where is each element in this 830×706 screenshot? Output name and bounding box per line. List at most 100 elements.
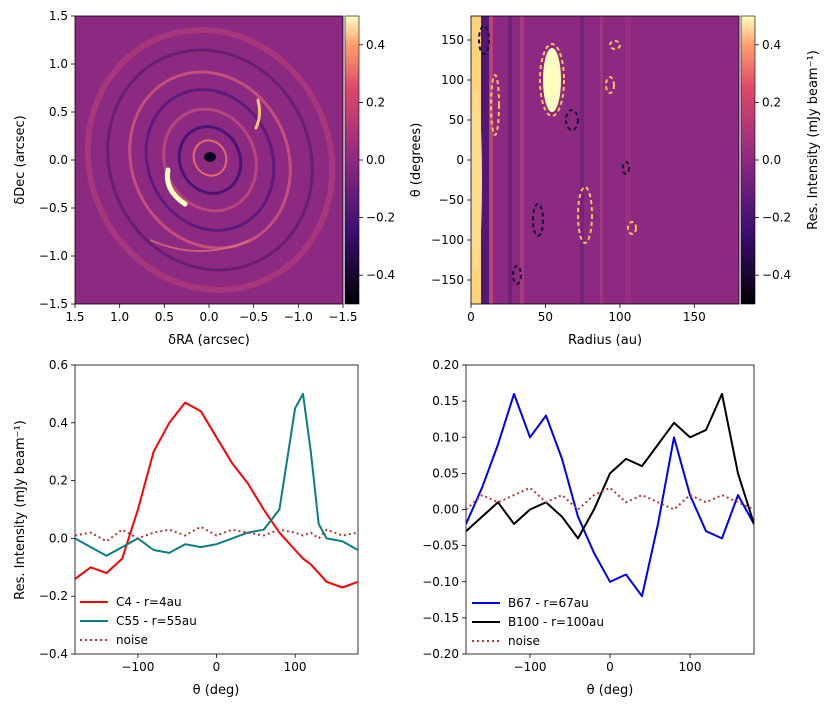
polar-ytick-label: −150 xyxy=(431,273,464,287)
polar-axes: 0 50 100 150 150 100 50 0 −50 −100 −150 xyxy=(431,33,706,324)
profiles-b-xtick-label: 0 xyxy=(606,660,614,674)
profiles-b-ytick-label: −0.20 xyxy=(422,647,459,661)
map-cbar-tick-label: 0.2 xyxy=(366,95,385,109)
polar-xtick-label: 150 xyxy=(683,310,706,324)
map-cbar-tick-label: 0.0 xyxy=(366,153,385,167)
map-ytick-label: −1.5 xyxy=(39,297,68,311)
polar-background xyxy=(471,16,739,304)
polar-colorbar-ticks: 0.4 0.2 0.0 −0.2 −0.4 xyxy=(755,38,791,282)
map-colorbar-ticks: 0.4 0.2 0.0 −0.2 −0.4 xyxy=(359,38,395,282)
polar-xtick-label: 100 xyxy=(608,310,631,324)
polar-cbar-tick-label: −0.4 xyxy=(762,268,791,282)
profiles-b-legend-label: B100 - r=100au xyxy=(508,615,604,629)
map-cbar-tick-label: 0.4 xyxy=(366,38,385,52)
map-ylabel: δDec (arcsec) xyxy=(13,115,28,204)
map-xtick-label: 0.5 xyxy=(155,310,174,324)
profiles-b-xlabel: θ (deg) xyxy=(587,683,634,698)
profiles-c-ytick-label: 0.6 xyxy=(49,358,68,372)
map-cbar-tick-label: −0.4 xyxy=(366,268,395,282)
map-xlabel: δRA (arcsec) xyxy=(168,333,250,348)
map-xtick-label: −1.5 xyxy=(328,310,357,324)
profiles-c-ytick-label: 0.0 xyxy=(49,531,68,545)
profiles-b-axes: −100 0 100 0.20 0.15 0.10 0.05 0.00 −0.05 −0.10 −0… xyxy=(422,358,701,674)
map-center-dark xyxy=(204,152,216,162)
map-axes: 1.5 1.0 0.5 0.0 −0.5 −1.0 −1.5 −1.5 −1.0 −0.5 0.0 0… xyxy=(39,9,358,324)
polar-cbar-tick-label: −0.2 xyxy=(762,211,791,225)
polar-colorbar xyxy=(740,15,756,305)
profiles-c-series-0-line xyxy=(75,401,358,589)
polar-ytick-label: 150 xyxy=(441,33,464,47)
polar-ytick-label: −50 xyxy=(439,193,464,207)
profiles-c-xtick-label: 0 xyxy=(213,660,221,674)
polar-xtick-label: 50 xyxy=(538,310,553,324)
map-ytick-label: 1.5 xyxy=(49,9,68,23)
profiles-b-panel: −100 0 100 0.20 0.15 0.10 0.05 0.00 −0.05 −0.10 −0… xyxy=(422,358,755,698)
profiles-b-legend-label: B67 - r=67au xyxy=(508,596,589,610)
profiles-c-legend-label: C4 - r=4au xyxy=(116,595,182,609)
map-ytick-label: −0.5 xyxy=(39,201,68,215)
polar-cbar-tick-label: 0.2 xyxy=(762,95,781,109)
map-ytick-label: 1.0 xyxy=(49,57,68,71)
profiles-c-legend-label: noise xyxy=(116,633,148,647)
profiles-b-ytick-label: 0.20 xyxy=(432,358,459,372)
profiles-c-ylabel: Res. Intensity (mJy beam⁻¹) xyxy=(13,420,28,600)
profiles-c-axes: −100 0 100 0.6 0.4 0.2 0.0 −0.2 −0.4 xyxy=(39,358,307,674)
profiles-b-ytick-label: 0.05 xyxy=(432,466,459,480)
profiles-c-ytick-label: 0.4 xyxy=(49,416,68,430)
polar-panel: 0 50 100 150 150 100 50 0 −50 −100 −150 Radius (au… xyxy=(409,15,821,348)
profiles-c-series-2-line xyxy=(75,525,358,543)
profiles-b-ytick-label: 0.00 xyxy=(432,503,459,517)
polar-bright-blob xyxy=(543,48,561,112)
polar-xlabel: Radius (au) xyxy=(568,333,642,348)
profiles-c-ytick-label: −0.4 xyxy=(39,647,68,661)
polar-ytick-label: 100 xyxy=(441,73,464,87)
polar-ylabel: θ (degrees) xyxy=(409,123,424,198)
profiles-b-series-1-line xyxy=(466,392,754,540)
map-xtick-label: 1.5 xyxy=(65,310,84,324)
profiles-b-series-2-line xyxy=(466,486,754,511)
polar-cbar-tick-label: 0.4 xyxy=(762,38,781,52)
profiles-b-frame xyxy=(465,364,755,655)
profiles-b-xtick-label: 100 xyxy=(679,660,702,674)
profiles-b-series-0-line xyxy=(466,392,754,598)
map-xtick-label: 1.0 xyxy=(110,310,129,324)
profiles-b-ytick-label: −0.15 xyxy=(422,611,459,625)
polar-ytick-label: −100 xyxy=(431,233,464,247)
map-ytick-label: 0.5 xyxy=(49,105,68,119)
polar-ytick-label: 50 xyxy=(449,113,464,127)
map-cbar-tick-label: −0.2 xyxy=(366,211,395,225)
profiles-c-series-1-line xyxy=(75,392,358,557)
map-colorbar xyxy=(344,15,360,305)
profiles-c-xtick-label: 100 xyxy=(284,660,307,674)
profiles-c-xlabel: θ (deg) xyxy=(193,683,240,698)
profiles-c-legend: C4 - r=4au C55 - r=55au noise xyxy=(80,595,197,647)
profiles-c-ytick-label: 0.2 xyxy=(49,474,68,488)
profiles-c-ytick-label: −0.2 xyxy=(39,589,68,603)
profiles-b-xtick-label: −100 xyxy=(514,660,547,674)
profiles-b-ytick-label: 0.15 xyxy=(432,394,459,408)
polar-colorbar-label: Res. Intensity (mJy beam⁻¹) xyxy=(806,50,821,230)
profiles-b-legend-label: noise xyxy=(508,634,540,648)
profiles-c-frame xyxy=(74,364,359,655)
map-xtick-label: −0.5 xyxy=(239,310,268,324)
profiles-b-legend: B67 - r=67au B100 - r=100au noise xyxy=(472,596,604,648)
map-xtick-label: 0.0 xyxy=(199,310,218,324)
profiles-c-xtick-label: −100 xyxy=(121,660,154,674)
profiles-c-legend-label: C55 - r=55au xyxy=(116,614,197,628)
polar-xtick-label: 0 xyxy=(467,310,475,324)
polar-image xyxy=(471,16,637,304)
map-bright-arc xyxy=(164,167,188,207)
map-ytick-label: 0.0 xyxy=(49,153,68,167)
profiles-b-ytick-label: −0.10 xyxy=(422,575,459,589)
polar-cbar-tick-label: 0.0 xyxy=(762,153,781,167)
map-ytick-label: −1.0 xyxy=(39,249,68,263)
profiles-b-ytick-label: −0.05 xyxy=(422,539,459,553)
profiles-b-lines xyxy=(466,392,754,598)
map-panel: 1.5 1.0 0.5 0.0 −0.5 −1.0 −1.5−1.5−1.0−0.50.00… xyxy=(13,9,395,348)
map-image xyxy=(84,27,336,293)
map-xtick-label: −1.0 xyxy=(284,310,313,324)
polar-ytick-label: 0 xyxy=(456,153,464,167)
profiles-b-ytick-label: 0.10 xyxy=(432,430,459,444)
